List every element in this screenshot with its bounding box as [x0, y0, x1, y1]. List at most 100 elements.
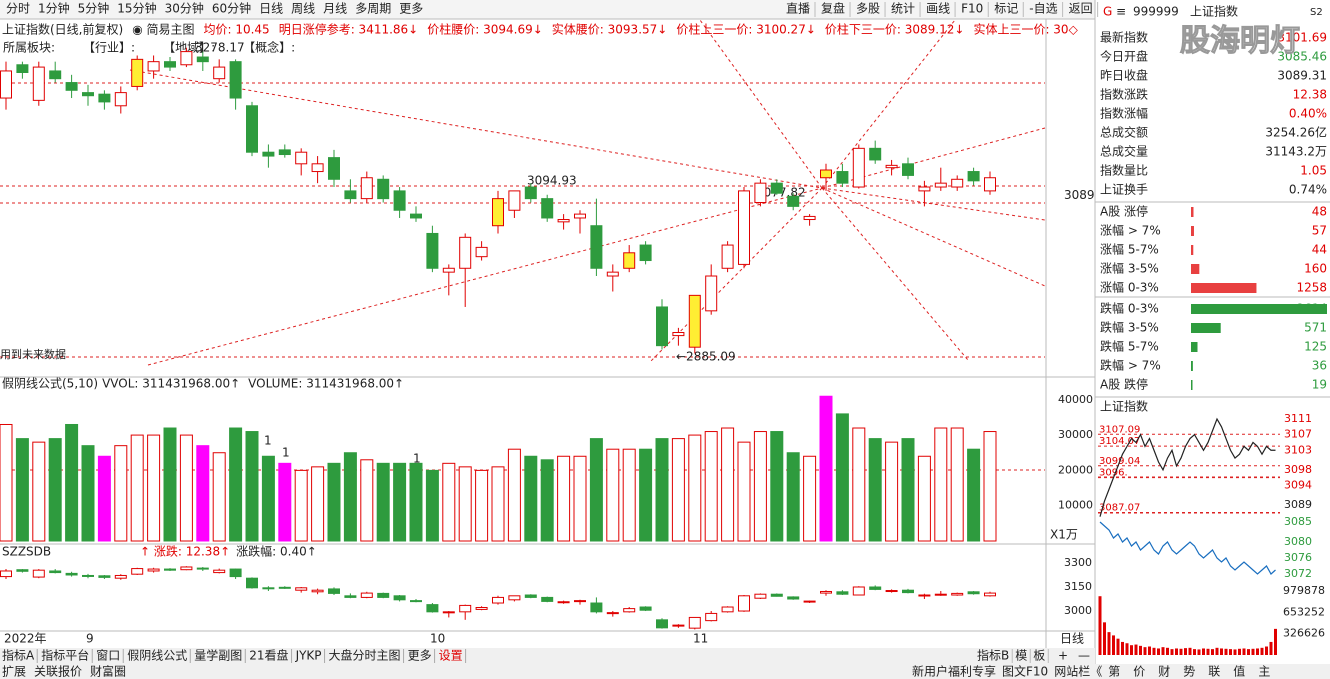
- y-tick-label: 3111: [1284, 412, 1312, 425]
- tab[interactable]: 窗口: [96, 649, 120, 663]
- candle-body: [508, 190, 521, 211]
- menu-icon[interactable]: ≡: [1116, 5, 1126, 19]
- zoom-in[interactable]: +: [1058, 649, 1068, 663]
- period-label[interactable]: 日线: [1060, 632, 1084, 646]
- tab[interactable]: 指标B: [977, 648, 1009, 663]
- candle-body: [377, 592, 390, 598]
- toolbar-tab[interactable]: 5分钟: [78, 1, 110, 16]
- candle-body: [459, 236, 472, 269]
- candle-body: [984, 592, 996, 597]
- status-item[interactable]: 第: [1108, 665, 1120, 679]
- tab[interactable]: JYKP: [295, 649, 322, 663]
- volume-bar: [147, 434, 161, 542]
- tab[interactable]: 大盘分时主图: [329, 648, 401, 663]
- status-item[interactable]: 势: [1183, 665, 1195, 679]
- status-item[interactable]: 关联报价: [34, 664, 82, 679]
- tab[interactable]: 模: [1015, 649, 1027, 663]
- toolbar-button[interactable]: 返回: [1069, 2, 1093, 16]
- intraday-volume: [1112, 635, 1115, 655]
- volume-bar: [524, 455, 538, 542]
- candle-body: [885, 164, 898, 169]
- status-item[interactable]: 财: [1158, 665, 1170, 679]
- status-item[interactable]: 财富圈: [90, 664, 126, 679]
- breadth-bar: [1191, 245, 1194, 255]
- toolbar-tab[interactable]: 30分钟: [165, 1, 204, 16]
- info-item: 实体上三一价: 30◇: [973, 22, 1078, 37]
- volume-bar: [721, 427, 735, 542]
- candle-body: [836, 171, 849, 184]
- tab[interactable]: 指标A: [2, 648, 35, 663]
- info-item: 实体腰价: 3093.57↓: [552, 22, 668, 37]
- status-item[interactable]: 联: [1208, 665, 1220, 679]
- volume-bar: [0, 423, 13, 542]
- intraday-volume: [1184, 648, 1187, 655]
- volume-bar: [688, 434, 702, 542]
- toolbar-button[interactable]: 直播: [786, 2, 810, 16]
- y2-tick-label: 3080: [1284, 535, 1312, 548]
- zoom-out[interactable]: —: [1078, 649, 1090, 663]
- toolbar-button[interactable]: -自选: [1029, 2, 1057, 16]
- intraday-volume: [1125, 643, 1129, 655]
- tab[interactable]: 更多: [408, 649, 432, 663]
- volume-bar: [97, 455, 111, 542]
- status-item[interactable]: 价: [1133, 665, 1145, 679]
- annotation: 1: [413, 452, 421, 466]
- volume-bar: [655, 438, 669, 542]
- tab[interactable]: 板: [1033, 649, 1045, 663]
- volume-bar: [245, 431, 259, 542]
- status-item[interactable]: 值: [1233, 664, 1245, 679]
- toolbar-button[interactable]: 统计: [891, 2, 915, 16]
- toolbar-tab[interactable]: 月线: [323, 2, 347, 16]
- toolbar-button[interactable]: 标记: [994, 2, 1018, 16]
- intraday-volume: [1103, 622, 1106, 655]
- candle-body: [213, 569, 226, 574]
- candle-body: [820, 590, 832, 594]
- breadth-value: 19: [1312, 378, 1327, 392]
- annotation: 用到未来数据: [0, 347, 66, 361]
- candle-body: [82, 574, 94, 577]
- tab[interactable]: 21看盘: [249, 648, 288, 663]
- status-item[interactable]: 图文F10: [1002, 664, 1048, 679]
- candle-body: [688, 294, 701, 348]
- candle-body: [672, 332, 685, 337]
- status-item[interactable]: 主: [1258, 665, 1270, 679]
- info-item: 明日涨停参考: 3411.86↓: [279, 22, 419, 37]
- legend-item: ↑ 涨跌: 12.38↑: [140, 544, 230, 559]
- volume-bar: [15, 438, 29, 542]
- candle-body: [246, 577, 258, 589]
- status-bar: [0, 664, 1330, 679]
- toolbar-button[interactable]: F10: [961, 2, 983, 16]
- tab[interactable]: 假阴线公式: [127, 649, 187, 663]
- toolbar-button[interactable]: 多股: [856, 2, 880, 16]
- tab[interactable]: 量学副图: [194, 648, 242, 663]
- breadth-label: 跌幅 0-3%: [1100, 301, 1159, 316]
- y-tick-label: 3300: [1064, 556, 1092, 569]
- y-tick-label: 3103: [1284, 443, 1312, 456]
- tab[interactable]: 指标平台: [41, 648, 89, 663]
- status-item[interactable]: 新用户福利专享: [912, 664, 996, 679]
- y-tick-label: 20000: [1058, 463, 1093, 476]
- breadth-value: 44: [1312, 243, 1327, 257]
- breadth-value: 57: [1312, 224, 1327, 238]
- toolbar-tab[interactable]: 15分钟: [117, 1, 156, 16]
- toolbar-tab[interactable]: 多周期: [355, 2, 391, 16]
- toolbar-tab[interactable]: 日线: [259, 2, 283, 16]
- toolbar-tab[interactable]: 更多: [399, 2, 423, 16]
- status-item[interactable]: 网站栏《: [1054, 664, 1102, 679]
- toolbar-tab[interactable]: 60分钟: [212, 1, 251, 16]
- candle-body: [639, 606, 652, 611]
- toolbar-tab[interactable]: 1分钟: [38, 1, 70, 16]
- candle-body: [738, 595, 750, 612]
- quote-value: 3089.31: [1277, 69, 1327, 83]
- status-item[interactable]: 扩展: [2, 665, 26, 679]
- toolbar-button[interactable]: 复盘: [821, 1, 845, 16]
- breadth-label: 涨幅 > 7%: [1100, 223, 1161, 238]
- volume-bar: [278, 462, 292, 542]
- toolbar: [0, 0, 1095, 19]
- toolbar-button[interactable]: 画线: [926, 2, 950, 16]
- toolbar-tab[interactable]: 分时: [6, 2, 30, 16]
- intraday-volume: [1116, 638, 1120, 655]
- tab[interactable]: 设置: [439, 649, 463, 663]
- toolbar-tab[interactable]: 周线: [291, 2, 315, 16]
- candle-body: [328, 588, 340, 594]
